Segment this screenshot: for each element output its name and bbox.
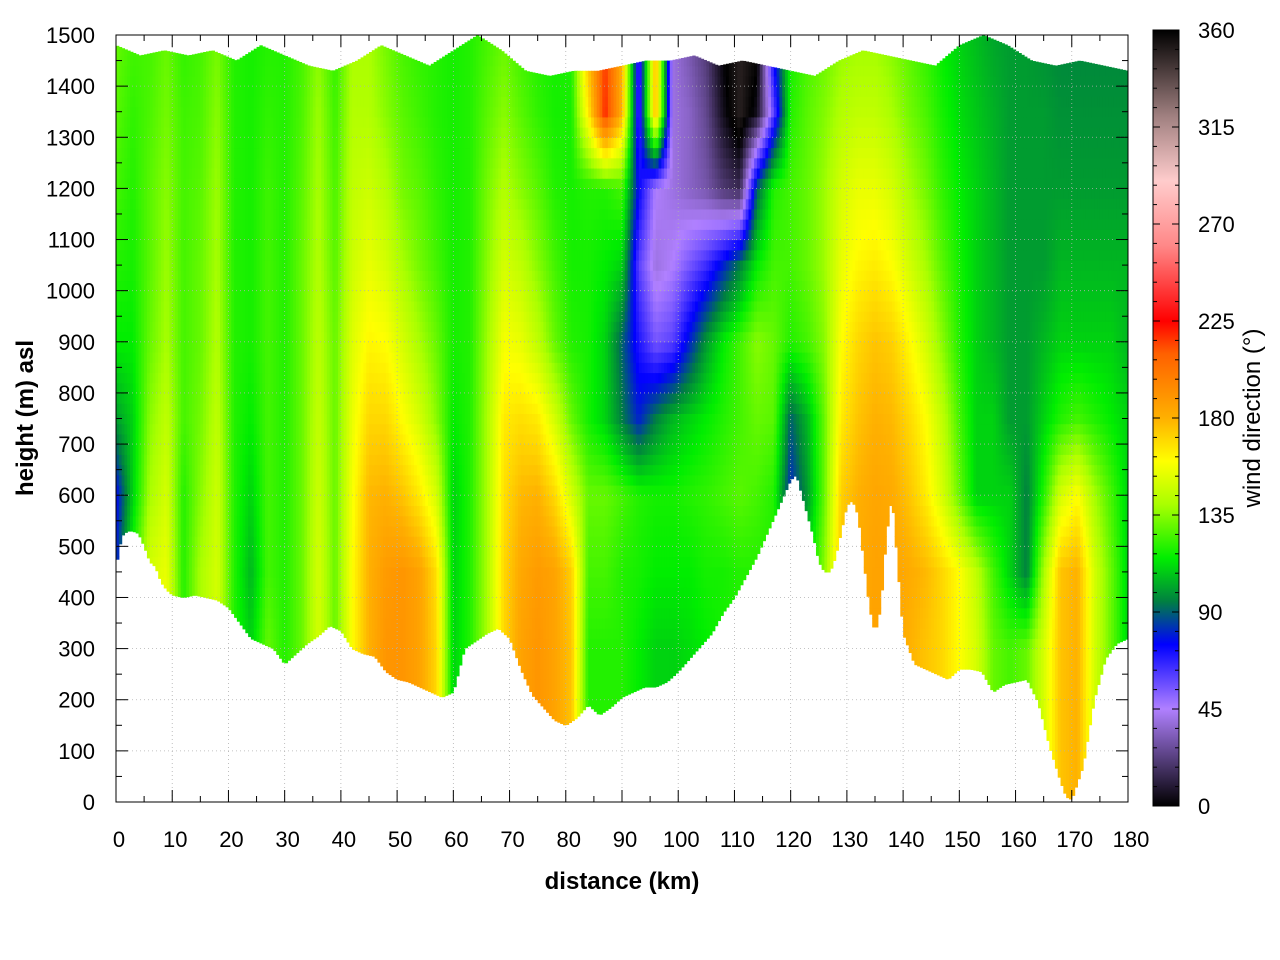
heatmap-cell [116, 546, 119, 557]
heatmap-cell [119, 536, 122, 544]
heatmap-cell [307, 66, 310, 67]
heatmap-field [116, 35, 1129, 799]
heatmap-cell [223, 55, 226, 56]
